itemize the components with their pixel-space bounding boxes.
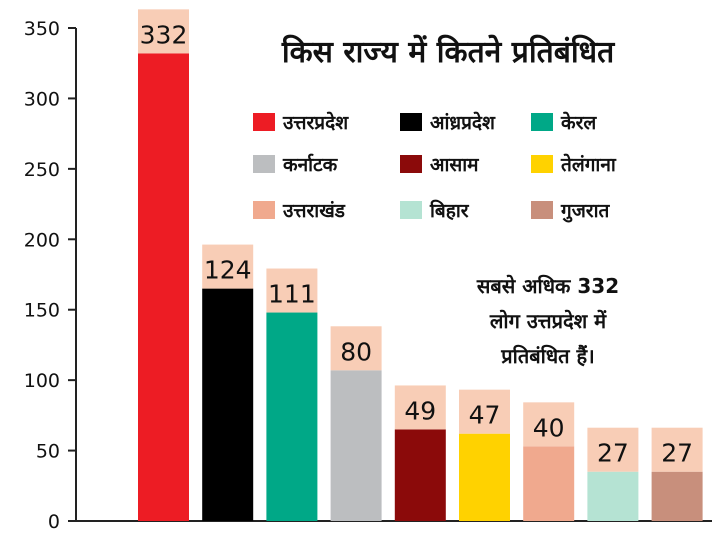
value-label: 80 xyxy=(340,337,372,366)
chart-title: किस राज्य में कितने प्रतिबंधित xyxy=(281,34,616,70)
bar xyxy=(266,312,318,521)
legend-swatch xyxy=(253,113,275,131)
legend-label: गुजरात xyxy=(560,200,610,223)
bar xyxy=(587,471,639,521)
value-label-background xyxy=(587,427,639,472)
value-label: 124 xyxy=(204,256,252,285)
value-label: 27 xyxy=(661,439,693,468)
legend-swatch xyxy=(400,155,422,173)
bar xyxy=(138,53,189,522)
value-label-background xyxy=(266,268,318,313)
note-line: सबसे अधिक 332 xyxy=(476,274,619,298)
y-tick-label: 350 xyxy=(24,18,60,40)
legend-label: बिहार xyxy=(429,199,470,222)
value-label-background xyxy=(459,389,510,434)
value-label-background xyxy=(138,9,189,54)
annotation-note: सबसे अधिक 332 लोग उत्तप्रदेश में प्रतिबंधि… xyxy=(476,274,619,368)
value-label-background xyxy=(394,385,446,430)
legend-label: कर्नाटक xyxy=(282,153,339,176)
legend-label: आंध्रप्रदेश xyxy=(430,111,496,134)
y-tick-label: 150 xyxy=(24,300,60,322)
legend-swatch xyxy=(400,201,422,219)
bar xyxy=(523,446,575,521)
legend: उत्तरप्रदेश आंध्रप्रदेश केरल कर्नाटक आसाम तेल… xyxy=(253,111,617,223)
value-label: 111 xyxy=(268,280,316,309)
bar xyxy=(651,471,703,521)
legend-label: तेलंगाना xyxy=(560,153,617,176)
bar xyxy=(202,288,254,521)
legend-label: आसाम xyxy=(430,154,479,176)
y-tick-label: 0 xyxy=(48,511,60,533)
value-label-background xyxy=(202,244,254,289)
value-label: 49 xyxy=(404,396,436,425)
bar xyxy=(459,433,510,521)
value-label-background xyxy=(651,427,703,472)
value-label: 40 xyxy=(533,413,565,442)
value-label: 27 xyxy=(597,439,629,468)
legend-swatch xyxy=(253,201,275,219)
bar xyxy=(394,429,446,521)
legend-swatch xyxy=(531,155,553,173)
bar xyxy=(330,370,382,521)
y-tick-label: 300 xyxy=(24,88,60,110)
legend-label: केरल xyxy=(560,111,597,134)
legend-label: उत्तरप्रदेश xyxy=(282,111,349,134)
value-label-background xyxy=(523,402,575,447)
y-tick-label: 50 xyxy=(36,441,60,463)
legend-swatch xyxy=(400,113,422,131)
y-tick-label: 250 xyxy=(24,159,60,181)
value-label: 332 xyxy=(140,20,188,49)
legend-label: उत्तराखंड xyxy=(282,200,346,222)
value-label-background xyxy=(330,326,382,371)
legend-swatch xyxy=(531,113,553,131)
value-labels: 332 124 111 80 49 47 40 27 27 xyxy=(138,9,703,472)
y-tick-label: 100 xyxy=(24,370,60,392)
note-line: प्रतिबंधित हैं। xyxy=(500,344,594,368)
bars xyxy=(138,53,703,522)
value-label: 47 xyxy=(469,401,501,430)
legend-swatch xyxy=(253,155,275,173)
legend-swatch xyxy=(531,201,553,219)
note-line: लोग उत्तप्रदेश में xyxy=(489,309,607,333)
y-tick-label: 200 xyxy=(24,229,60,251)
